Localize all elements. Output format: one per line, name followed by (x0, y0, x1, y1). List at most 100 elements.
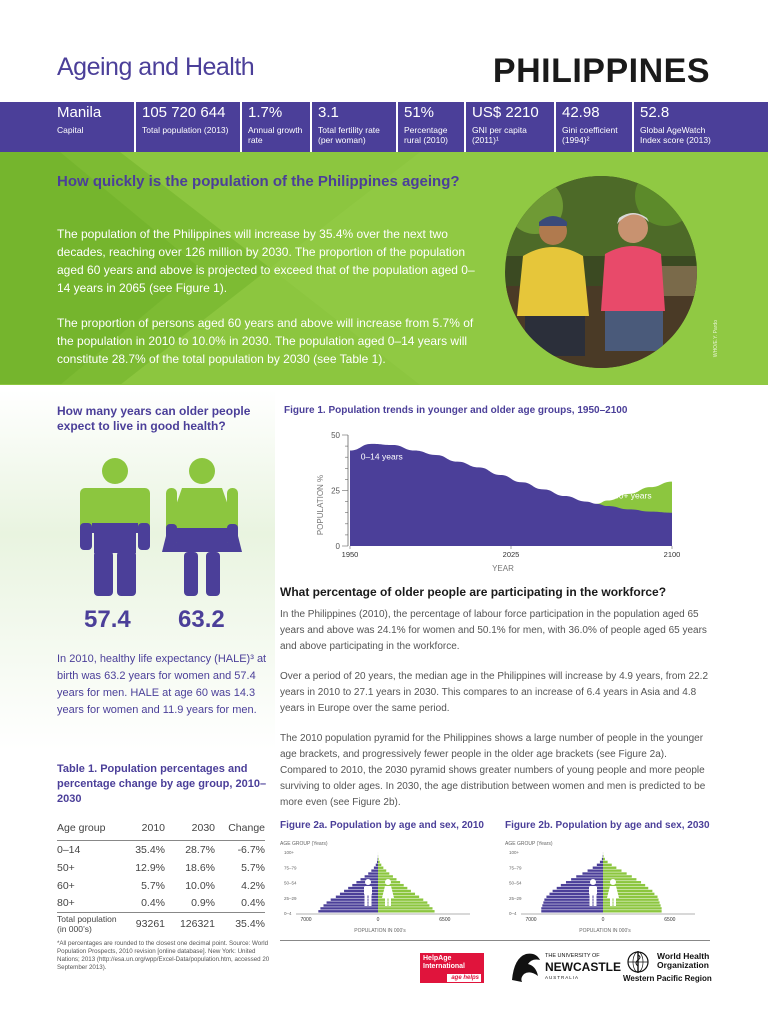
pyramid-bar-men (352, 883, 378, 887)
newcastle-logo: THE UNIVERSITY OF NEWCASTLE AUSTRALIA (510, 950, 621, 986)
table-total-row: Total population (in 000’s) 93261 126321… (57, 912, 265, 936)
pyramid-bar-men (320, 907, 378, 910)
table-row: 60+ 5.7% 10.0% 4.2% (57, 877, 265, 895)
pyramid-bar-men (330, 898, 378, 901)
pyramid-bar-women (603, 892, 655, 896)
pyramid-bar-women (378, 866, 384, 869)
stat-label: Percentage rural (2010) (404, 125, 448, 145)
pyramid-bar-men (364, 875, 378, 878)
pyramid-bar-women (378, 886, 408, 890)
stat-value: 51% (404, 104, 435, 121)
intro-question: How quickly is the population of the Phi… (57, 173, 460, 190)
x-tick-label: 6500 (439, 917, 450, 923)
workforce-paragraph-1: In the Philippines (2010), the percentag… (280, 609, 707, 652)
pyramid-bar-women (603, 895, 658, 898)
pyramid-bar-women (603, 878, 637, 881)
newcastle-name: NEWCASTLE (545, 960, 621, 974)
stat-rural: 51% Percentage rural (2010) (396, 102, 462, 152)
pyramid-bar-men (587, 869, 603, 872)
pyramid-bar-women (603, 854, 604, 858)
x-tick-label: 7000 (525, 917, 536, 923)
table-cell: 126321 (165, 912, 215, 936)
pyramid-bar-women (378, 901, 428, 904)
figure1-chart: POPULATION % YEAR 0 25 50 1950 2025 2100 0–14 … (316, 431, 681, 573)
newcastle-small-text: THE UNIVERSITY OF (545, 953, 600, 959)
pyramid-bar-women (603, 889, 653, 893)
table-cell: 12.9% (135, 861, 165, 874)
pyramid-bar-men (599, 860, 603, 864)
table-cell: 4.2% (241, 879, 265, 892)
pyramid-bar-men (571, 878, 603, 881)
left-column-background (0, 390, 275, 750)
stat-label: Annual growth rate (248, 125, 303, 145)
pyramid-bar-women (603, 907, 662, 910)
hale-question: How many years can older people expect t… (57, 404, 251, 433)
y-tick-label: 25–29 (284, 896, 297, 901)
pyramid-bar-men (582, 872, 603, 875)
stat-growth-rate: 1.7% Annual growth rate (240, 102, 308, 152)
table-cell: 35.4% (215, 912, 265, 936)
stat-label: Capital (57, 125, 84, 135)
x-tick-label: 0 (377, 917, 380, 923)
pyramid-bar-women (603, 866, 617, 869)
pyramid-bar-men (552, 889, 603, 893)
stat-gini: 42.98 Gini coefficient (1994)² (554, 102, 630, 152)
pyramid-bar-men (318, 910, 378, 913)
stat-gni: US$ 2210 GNI per capita (2011)¹ (464, 102, 552, 152)
stat-label: Total fertility rate (per woman) (318, 125, 380, 145)
pyramid-bar-men (541, 907, 603, 910)
y-tick-label: 50–54 (284, 881, 297, 886)
table-cell: 0.9% (191, 897, 215, 910)
male-silhouette-icon (589, 879, 597, 906)
y-tick-label: 50 (331, 431, 340, 440)
pyramid-bar-women (378, 883, 404, 887)
country-name: PHILIPPINES (492, 52, 710, 90)
series-area-0-14 (350, 443, 672, 546)
table1-source-note: *All percentages are rounded to the clos… (57, 940, 270, 971)
pyramid-bar-men (601, 857, 603, 861)
table-cell: 5.7% (241, 861, 265, 874)
older-couple-photo (505, 176, 697, 368)
pyramid-bar-men (323, 904, 378, 907)
stat-value: 52.8 (640, 104, 670, 121)
pyramid-bar-women (603, 875, 632, 878)
pyramid-bar-men (373, 866, 378, 869)
y-tick-label: 100+ (284, 850, 295, 855)
stat-agewatch: 52.8 Global AgeWatch Index score (2013) (632, 102, 722, 152)
pyramid-bar-women (378, 889, 411, 893)
stat-capital: Manila Capital (57, 102, 132, 152)
female-silhouette-icon (607, 879, 619, 906)
table-row: 50+ 12.9% 18.6% 5.7% (57, 859, 265, 877)
pyramid-bar-men (541, 910, 603, 913)
y-tick-label: 0 (336, 542, 341, 551)
who-logo: World Health Organization Western Pacifi… (623, 950, 723, 986)
pyramid-bar-women (603, 872, 627, 875)
x-tick-label: 6500 (664, 917, 675, 923)
table-cell: 0.4% (241, 897, 265, 910)
pyramid-bar-men (592, 866, 603, 869)
photo-credit: WHO/E.Y. Pardo (713, 320, 719, 358)
table-cell: 35.4% (135, 843, 165, 856)
x-tick-label: 2100 (664, 550, 681, 559)
page-title: Ageing and Health (57, 53, 255, 81)
pyramid-bar-women (378, 904, 430, 907)
stat-label: Global AgeWatch Index score (2013) (640, 125, 711, 145)
male-silhouette-icon (364, 879, 372, 906)
table-row: 0–14 35.4% 28.7% -6.7% (57, 841, 265, 859)
figure1-y-axis-label: POPULATION % (316, 475, 325, 535)
column-header: Age group (57, 820, 127, 841)
pyramid-bar-women (603, 883, 646, 887)
table-cell: 5.7% (141, 879, 165, 892)
pyramid-bar-men (596, 863, 603, 867)
figure2a-title: Figure 2a. Population by age and sex, 20… (280, 820, 484, 831)
pyramid-bar-women (603, 910, 662, 913)
pyramid-bar-men (339, 892, 378, 896)
stat-label: Gini coefficient (1994)² (562, 125, 618, 145)
pyramid-bar-women (603, 904, 661, 907)
pyramid-bar-men (326, 901, 378, 904)
table1-title: Table 1. Population percentages and perc… (57, 763, 267, 805)
stat-value: Manila (57, 104, 102, 121)
section-divider (0, 384, 270, 385)
y-tick-label: 100+ (509, 850, 520, 855)
pyramid-bar-men (335, 895, 378, 898)
